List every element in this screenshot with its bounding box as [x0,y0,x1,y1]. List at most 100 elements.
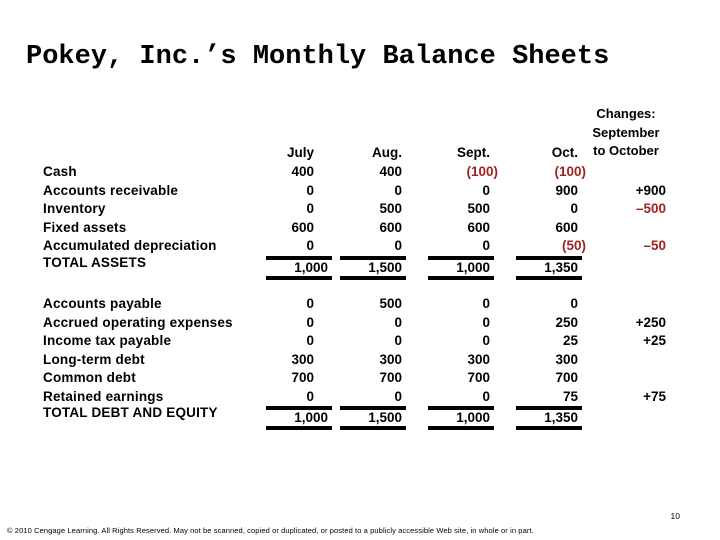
total-value: 1,500 [340,406,406,430]
table-row-common-debt: Common debt 700 700 700 700 [43,369,673,388]
total-value: 1,000 [266,406,332,430]
changes-header-line-2: September [592,124,660,140]
cell-change: +250 [635,314,666,330]
cell-value: 0 [394,388,402,404]
changes-header-line-1: Changes: [596,106,656,121]
cell-value: 700 [467,370,490,385]
table-row-fixed-assets: Fixed assets 600 600 600 600 [43,219,673,238]
column-header-oct: Oct. [551,145,578,160]
total-value: 1,500 [340,255,406,280]
row-label: Fixed assets [43,219,127,235]
total-value: 1,000 [428,255,494,280]
total-change-blank [580,406,668,430]
table-row-inventory: Inventory 0 500 500 0 –500 [43,200,673,219]
cell-value: 700 [379,370,402,385]
cell-value: 0 [482,182,490,198]
total-cell: 1,500 [316,255,406,280]
cell-value: 0 [394,314,402,330]
cell-value: 0 [570,296,578,311]
cell-value: 0 [482,333,490,348]
cell-change [580,219,668,238]
cell-value: 300 [379,351,402,367]
row-label: Accounts payable [43,296,162,311]
column-header-july: July [286,145,314,160]
cell-value: 0 [306,238,314,253]
cell-value: 300 [467,351,490,367]
cell-value: 600 [379,219,402,235]
row-label: Long-term debt [43,351,145,367]
column-header-changes-spacer [580,144,668,163]
cell-change: +25 [643,333,666,348]
row-label: Accumulated depreciation [43,238,217,253]
changes-header-line-3: to October [593,143,659,158]
cell-value: 300 [291,351,314,367]
cell-value: 300 [555,351,578,367]
column-header-blank [43,144,266,163]
total-value: 1,000 [266,255,332,280]
cell-change: +900 [635,182,666,198]
cell-value: 0 [306,314,314,330]
total-cell: 1,000 [404,255,494,280]
cell-change: –500 [635,201,666,216]
total-value: 1,350 [516,406,582,430]
column-header-row: July Aug. Sept. Oct. [43,144,673,163]
row-label: Accrued operating expenses [43,314,233,330]
total-cell: 1,000 [266,255,332,280]
cell-change [580,295,668,314]
total-row-label: TOTAL ASSETS [43,254,147,270]
row-label: Income tax payable [43,333,172,348]
row-label: Accounts receivable [43,182,179,198]
cell-change: +75 [643,388,666,404]
total-cell: 1,350 [492,406,582,430]
page-number: 10 [670,511,680,521]
cell-change [580,351,668,370]
total-cell: 1,000 [266,406,332,430]
total-cell: 1,350 [492,255,582,280]
cell-value: 25 [562,333,578,348]
section-spacer [43,280,673,296]
cell-value: 600 [555,219,578,235]
row-label: Cash [43,164,77,179]
cell-value: 500 [379,201,402,216]
cell-value: 0 [394,182,402,198]
cell-value: 400 [291,164,314,179]
cell-value: 0 [306,296,314,311]
table-row-accounts-payable: Accounts payable 0 500 0 0 [43,295,673,314]
table-row-total-assets: TOTAL ASSETS 1,000 1,500 1,000 1,350 [43,254,673,280]
cell-value: 600 [291,219,314,235]
cell-value: 0 [482,388,490,404]
total-value: 1,000 [428,406,494,430]
total-cell: 1,000 [404,406,494,430]
cell-value: 400 [379,164,402,179]
total-change-blank [580,256,668,280]
balance-sheet-table: July Aug. Sept. Oct. Cash 400 400 (100) … [43,144,673,430]
column-header-sept: Sept. [456,145,490,160]
cell-value: 0 [306,201,314,216]
cell-value: 0 [306,388,314,404]
table-row-accrued-operating-expenses: Accrued operating expenses 0 0 0 250 +25… [43,314,673,333]
cell-value: (100) [466,164,498,179]
table-row-cash: Cash 400 400 (100) (100) [43,163,673,182]
cell-value: 700 [291,370,314,385]
row-label: Common debt [43,370,136,385]
cell-value: 0 [482,296,490,311]
table-row-income-tax-payable: Income tax payable 0 0 0 25 +25 [43,332,673,351]
cell-value: 0 [394,238,402,253]
table-row-retained-earnings: Retained earnings 0 0 0 75 +75 [43,388,673,407]
total-value: 1,350 [516,255,582,280]
cell-value: 0 [306,333,314,348]
cell-change [580,163,668,182]
cell-change: –50 [643,238,666,253]
table-row-total-debt-and-equity: TOTAL DEBT AND EQUITY 1,000 1,500 1,000 … [43,406,673,430]
cell-value: 0 [306,182,314,198]
total-row-label: TOTAL DEBT AND EQUITY [43,405,218,420]
table-row-long-term-debt: Long-term debt 300 300 300 300 [43,351,673,370]
cell-value: 0 [570,201,578,216]
cell-value: 250 [555,314,578,330]
cell-value: 700 [555,370,578,385]
table-row-accumulated-depreciation: Accumulated depreciation 0 0 0 (50) –50 [43,237,673,256]
cell-value: 0 [482,314,490,330]
slide-title: Pokey, Inc.’s Monthly Balance Sheets [26,42,610,72]
row-label: Inventory [43,201,106,216]
